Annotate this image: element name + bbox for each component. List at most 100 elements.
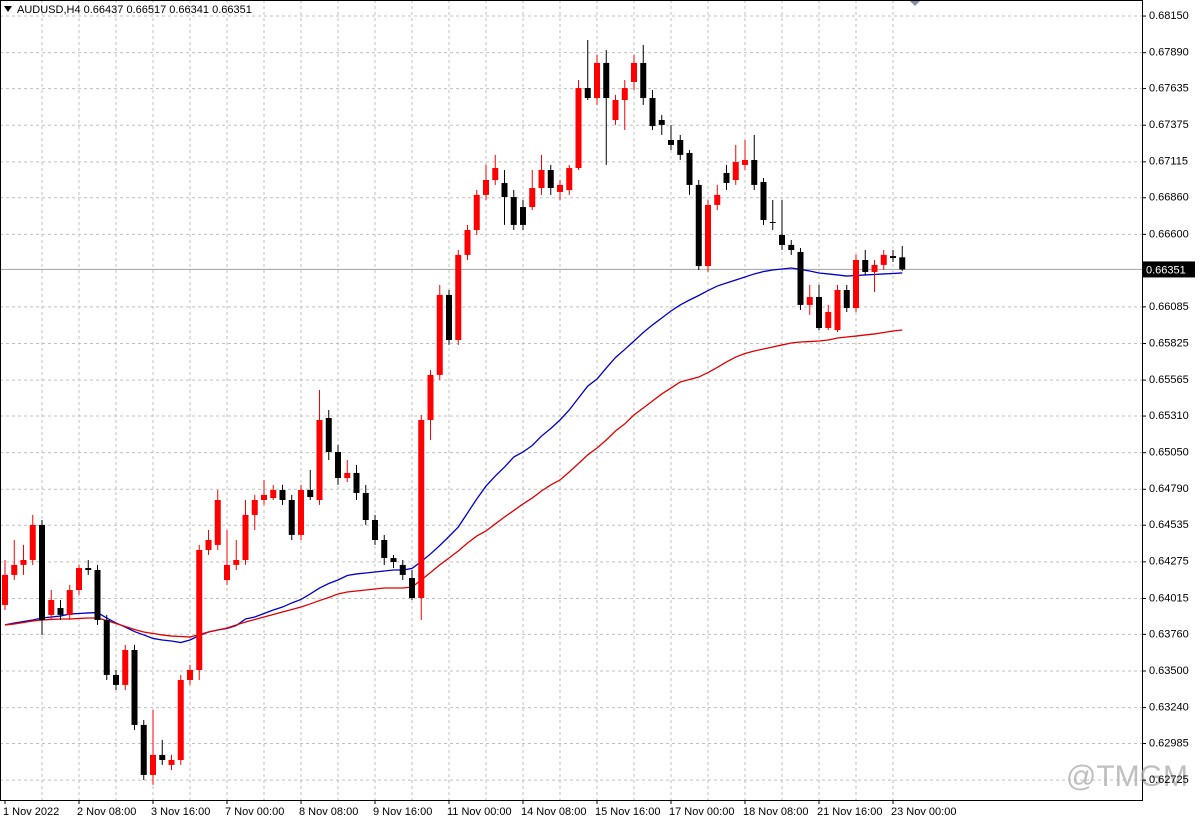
candle-body [760,181,767,220]
candle-body [501,182,508,198]
candle-body [520,207,526,225]
candle-body [103,620,110,675]
candle-body [76,568,82,590]
candle-body [362,492,369,520]
y-tick-label: 0.64015 [1149,592,1189,604]
candle-body [2,574,8,605]
candle-body [298,490,304,535]
candle-body [251,500,258,515]
candle-body [538,170,545,189]
candle-body [843,290,850,309]
x-tick-label: 3 Nov 16:00 [151,806,210,818]
x-tick-label: 7 Nov 00:00 [225,806,284,818]
y-tick-label: 0.66860 [1149,192,1189,204]
y-tick-label: 0.62725 [1149,774,1189,786]
candle-body [409,578,415,599]
candle-layer [2,40,906,785]
candle-body [353,472,360,493]
candle-body [270,490,277,499]
candle-body [658,120,665,125]
x-tick-label: 15 Nov 16:00 [595,806,660,818]
candle-body [66,590,73,615]
y-tick-label: 0.64790 [1149,483,1189,495]
candle-body [575,88,582,169]
candle-body [113,674,119,685]
candle-body [94,570,101,620]
candle-body [224,564,230,580]
candle-body [279,490,286,500]
candle-body [686,152,693,185]
y-tick-label: 0.63240 [1149,702,1189,714]
candle-body [862,260,869,272]
candle-body [880,254,887,265]
current-price-box [1143,261,1195,278]
y-tick-label: 0.67115 [1149,156,1188,168]
candle-body [631,62,637,82]
candle-body [779,234,785,245]
candle-body [427,374,434,420]
candle-body [890,256,896,259]
candle-body [399,564,406,575]
candle-body [233,560,240,565]
grid-layer [0,0,1142,800]
y-tick-label: 0.67890 [1149,47,1189,59]
candle-body [788,244,795,250]
candle-body [825,311,832,329]
candle-body [529,188,536,208]
candle-body [677,140,684,155]
candle-body [335,451,341,479]
candle-body [316,420,323,500]
candle-body [723,172,730,183]
y-tick-label: 0.67635 [1149,82,1189,94]
plot-frame [0,0,1143,801]
candle-body [668,140,674,145]
candle-body [390,558,397,562]
candle-body [816,297,822,329]
watermark: @TMGM [1066,760,1188,793]
candle-body [566,168,573,190]
candle-body [732,161,739,180]
x-tick-label: 9 Nov 16:00 [373,806,432,818]
candle-body [714,194,721,205]
axis-layer: 0.68150 0.67890 0.67635 0.67375 0.67115 0.668… [3,10,1195,818]
x-tick-label: 23 Nov 00:00 [891,806,956,818]
candle-body [806,297,813,305]
candle-body [29,524,36,560]
y-tick-label: 0.66600 [1149,228,1189,240]
y-tick-label: 0.63500 [1149,665,1189,677]
candle-body [140,724,147,775]
candle-body [853,260,859,309]
candle-body [871,264,878,272]
candle-body [547,170,554,189]
candle-body [11,564,18,575]
candle-body [85,568,92,570]
y-tick-label: 0.65825 [1149,337,1189,349]
ma-layer [4,267,903,644]
chart-title: AUDUSD,H4 0.66437 0.66517 0.66341 0.6635… [17,4,252,16]
candle-body [150,754,156,775]
candle-body [288,500,295,535]
y-tick-label: 0.64275 [1149,556,1189,568]
candle-body [603,62,610,99]
candle-body [196,550,203,670]
candle-body [159,754,166,760]
candle-body [584,88,591,99]
y-tick-label: 0.64535 [1149,519,1189,531]
candle-body [797,251,804,305]
y-tick-label: 0.62985 [1149,737,1189,749]
y-tick-label: 0.66085 [1149,301,1189,313]
candle-body [834,290,841,330]
candle-body [122,650,129,685]
candle-body [48,600,55,615]
candle-body [187,670,193,680]
candle-body [464,230,471,255]
y-tick-label: 0.65310 [1149,410,1189,422]
candle-body [325,418,332,452]
candle-body [899,257,906,270]
candle-body [751,160,758,185]
candle-body [214,500,221,545]
candle-body [307,490,314,498]
current-price-label: 0.66351 [1146,264,1186,276]
candle-body [557,184,563,192]
candle-body [695,184,702,267]
